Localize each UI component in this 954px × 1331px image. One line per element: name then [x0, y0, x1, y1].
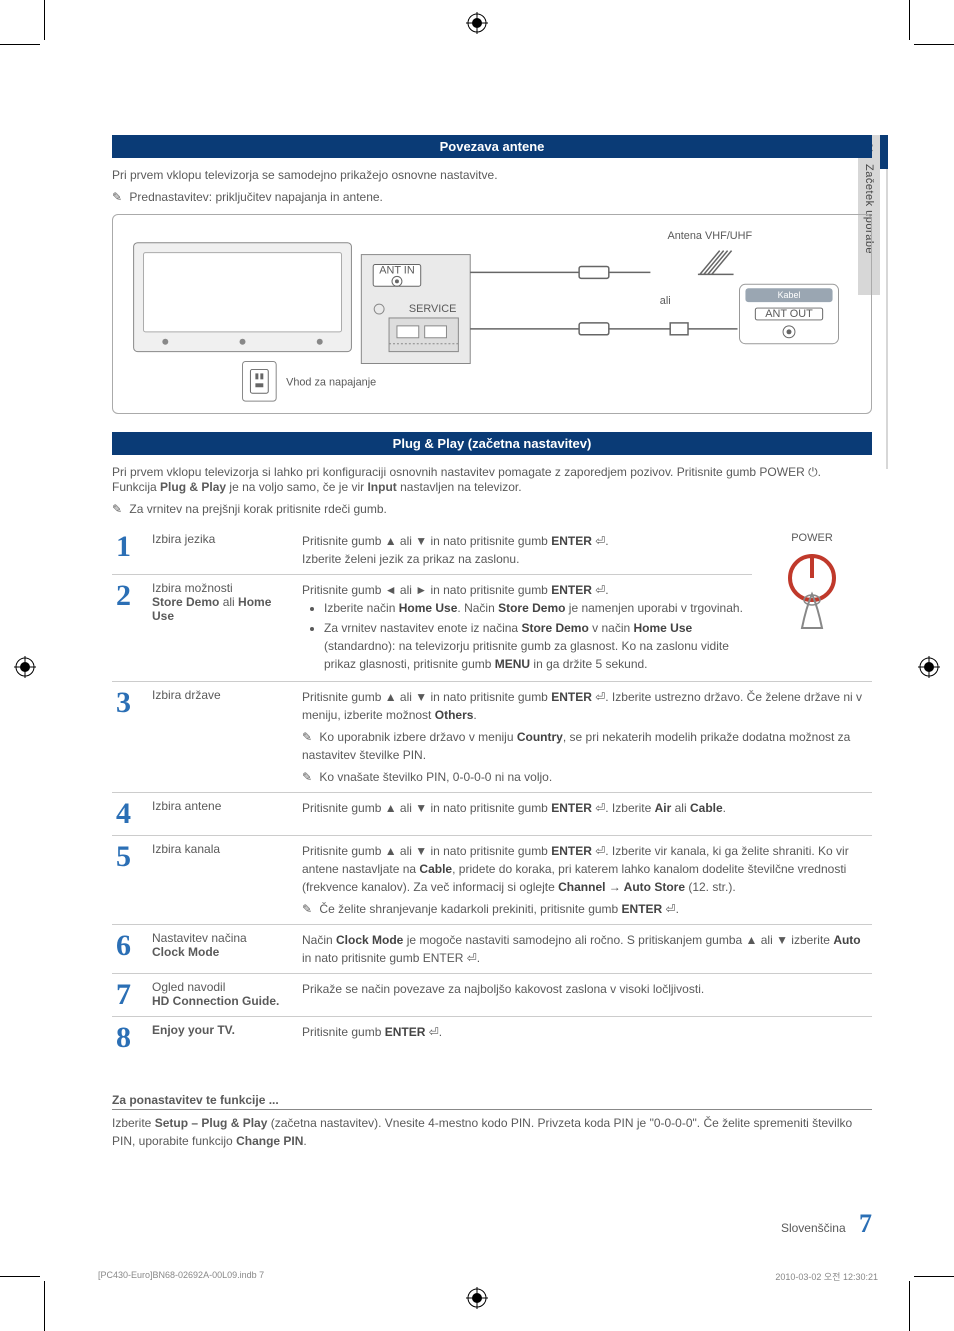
note-icon: ✎	[112, 190, 122, 204]
registration-mark-icon	[918, 656, 940, 678]
section-heading-antenna: Povezava antene	[112, 135, 872, 158]
registration-mark-icon	[14, 656, 36, 678]
step-number: 8	[112, 1017, 148, 1060]
step-title-a: Nastavitev načina	[152, 931, 247, 945]
step-number: 5	[112, 836, 148, 925]
power-button-icon	[772, 550, 852, 640]
step-number: 3	[112, 682, 148, 793]
step-body: Pritisnite gumb ▲ ali ▼ in nato pritisni…	[298, 526, 752, 575]
plugplay-intro: Pri prvem vklopu televizorja si lahko pr…	[112, 465, 872, 494]
step-body: Prikaže se način povezave za najboljšo k…	[298, 974, 872, 1017]
note-back: ✎ Za vrnitev na prejšnji korak pritisnit…	[112, 502, 872, 516]
registration-mark-icon	[466, 1287, 488, 1309]
page-footer: Slovenščina 7	[112, 1209, 872, 1239]
step-number: 4	[112, 793, 148, 836]
note-back-text: Za vrnitev na prejšnji korak pritisnite …	[129, 502, 386, 516]
power-inlet-label: Vhod za napajanje	[286, 376, 376, 388]
step-title: Izbira države	[148, 682, 298, 793]
note-icon: ✎	[302, 768, 312, 786]
antenna-icon	[698, 251, 734, 275]
power-illustration: POWER	[752, 526, 872, 682]
step-title-b: Clock Mode	[152, 945, 219, 959]
note-presetup: ✎ Prednastavitev: priključitev napajanja…	[112, 190, 872, 204]
intro-part1: Pri prvem vklopu televizorja si lahko pr…	[112, 465, 805, 479]
step-title-a: Ogled navodil	[152, 980, 225, 994]
step-row: 6 Nastavitev načina Clock Mode Način Clo…	[112, 925, 872, 974]
steps-table: 1 Izbira jezika Pritisnite gumb ▲ ali ▼ …	[112, 526, 872, 1059]
step-title: Enjoy your TV.	[148, 1017, 298, 1060]
step-title-a: Izbira možnosti	[152, 581, 233, 595]
print-metadata: [PC430-Euro]BN68-02692A-00L09.indb 7 201…	[98, 1270, 878, 1283]
antenna-label: Antena VHF/UHF	[667, 230, 752, 242]
step-title-text: Enjoy your TV.	[152, 1023, 235, 1037]
note-text: Ko vnašate številko PIN, 0-0-0-0 ni na v…	[319, 770, 552, 784]
note-icon: ✎	[302, 728, 312, 746]
step-body: Način Clock Mode je mogoče nastaviti sam…	[298, 925, 872, 974]
antin-label: ANT IN	[379, 264, 414, 276]
step-body: Pritisnite gumb ▲ ali ▼ in nato pritisni…	[298, 836, 872, 925]
bullet-item: Izberite način Home Use. Način Store Dem…	[324, 599, 748, 617]
note-text: Prednastavitev: priključitev napajanja i…	[129, 190, 383, 204]
step-row: 5 Izbira kanala Pritisnite gumb ▲ ali ▼ …	[112, 836, 872, 925]
reset-section: Za ponastavitev te funkcije ... Izberite…	[112, 1093, 872, 1150]
connection-diagram: ANT IN SERVICE ali Antena VHF/UHF	[112, 214, 872, 414]
print-timestamp: 2010-03-02 오전 12:30:21	[775, 1270, 878, 1283]
intro-text: Pri prvem vklopu televizorja se samodejn…	[112, 168, 872, 182]
step-body: Pritisnite gumb ENTER ⏎.	[298, 1017, 872, 1060]
step-title: Nastavitev načina Clock Mode	[148, 925, 298, 974]
print-file: [PC430-Euro]BN68-02692A-00L09.indb 7	[98, 1270, 264, 1283]
service-label: SERVICE	[409, 303, 457, 315]
side-line	[886, 169, 888, 469]
step-title-b: HD Connection Guide.	[152, 994, 279, 1008]
step-row: 1 Izbira jezika Pritisnite gumb ▲ ali ▼ …	[112, 526, 872, 575]
footer-language: Slovenščina	[781, 1221, 846, 1235]
kabel-label: Kabel	[778, 290, 801, 300]
step-number: 6	[112, 925, 148, 974]
step-row: 8 Enjoy your TV. Pritisnite gumb ENTER ⏎…	[112, 1017, 872, 1060]
note-icon: ✎	[112, 502, 122, 516]
reset-body: Izberite Setup – Plug & Play (začetna na…	[112, 1114, 872, 1150]
step-title: Izbira možnosti Store Demo ali Home Use	[148, 575, 298, 682]
step-row: 7 Ogled navodil HD Connection Guide. Pri…	[112, 974, 872, 1017]
note-icon: ✎	[302, 900, 312, 918]
section-heading-plugplay: Plug & Play (začetna nastavitev)	[112, 432, 872, 455]
step-title: Izbira jezika	[148, 526, 298, 575]
page-content: Povezava antene Pri prvem vklopu televiz…	[112, 135, 872, 1150]
step-title: Ogled navodil HD Connection Guide.	[148, 974, 298, 1017]
step-number: 7	[112, 974, 148, 1017]
ali-label: ali	[660, 295, 671, 307]
step-number: 2	[112, 575, 148, 682]
reset-heading: Za ponastavitev te funkcije ...	[112, 1093, 872, 1110]
power-icon: ⏻	[808, 465, 818, 479]
page-number: 7	[859, 1209, 872, 1238]
registration-mark-icon	[466, 12, 488, 34]
step-body: Pritisnite gumb ◄ ali ► in nato pritisni…	[298, 575, 752, 682]
power-label: POWER	[756, 532, 868, 544]
step-row: 3 Izbira države Pritisnite gumb ▲ ali ▼ …	[112, 682, 872, 793]
side-accent	[880, 135, 888, 169]
antout-label: ANT OUT	[765, 308, 813, 320]
step-title: Izbira kanala	[148, 836, 298, 925]
step-number: 1	[112, 526, 148, 575]
step-body: Pritisnite gumb ▲ ali ▼ in nato pritisni…	[298, 793, 872, 836]
bullet-item: Za vrnitev nastavitev enote iz načina St…	[324, 619, 748, 673]
step-body: Pritisnite gumb ▲ ali ▼ in nato pritisni…	[298, 682, 872, 793]
step-row: 4 Izbira antene Pritisnite gumb ▲ ali ▼ …	[112, 793, 872, 836]
step-title: Izbira antene	[148, 793, 298, 836]
intro-part2: Funkcija Plug & Play je na voljo samo, č…	[112, 480, 522, 494]
